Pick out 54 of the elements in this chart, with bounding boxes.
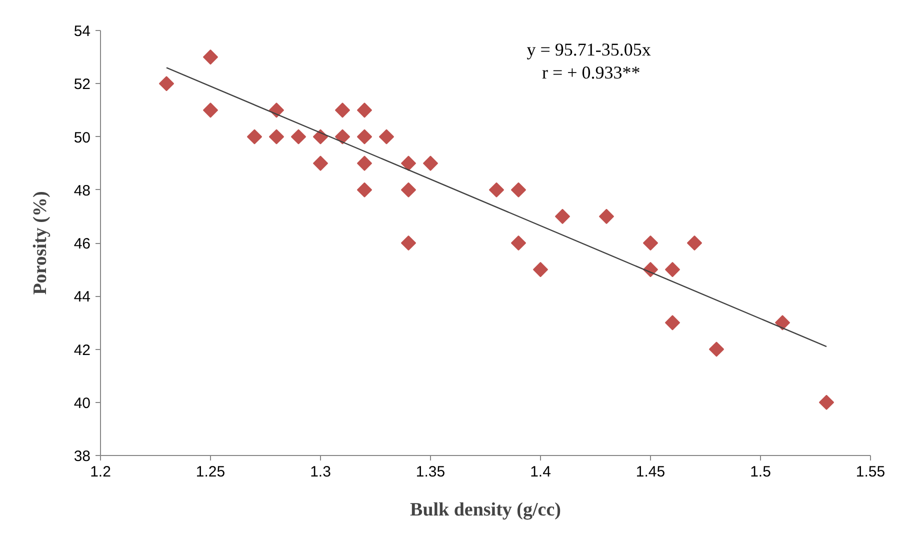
x-tick-label: 1.25 [196, 464, 226, 480]
point [334, 129, 350, 144]
point [202, 102, 218, 118]
point [532, 262, 548, 278]
point [774, 315, 790, 330]
y-tick-label: 42 [74, 342, 91, 359]
point [312, 156, 328, 171]
y-tick-label: 52 [74, 76, 91, 94]
point [488, 182, 504, 198]
point [664, 262, 680, 278]
y-tick-label: 50 [74, 129, 91, 146]
annotation: y = 95.71-35.05x [526, 40, 651, 60]
point [290, 129, 306, 144]
point [818, 394, 834, 410]
point [356, 182, 372, 198]
point [664, 315, 680, 330]
point [422, 156, 438, 171]
point [642, 235, 658, 251]
point [598, 208, 614, 224]
x-tick-label: 1.55 [856, 464, 886, 480]
y-tick-label: 40 [74, 394, 91, 412]
x-tick-label: 1.3 [310, 464, 331, 480]
point [202, 49, 218, 65]
point [400, 235, 416, 251]
point [356, 102, 372, 118]
y-tick-label: 48 [74, 182, 91, 200]
x-tick-label: 1.5 [750, 464, 771, 480]
x-tick-label: 1.35 [416, 464, 446, 480]
point [356, 156, 372, 171]
point [510, 235, 526, 251]
y-tick-label: 44 [74, 288, 91, 306]
x-tick-label: 1.4 [530, 464, 551, 480]
point [246, 129, 262, 144]
point [400, 156, 416, 171]
point [334, 102, 350, 118]
x-tick-label: 1.2 [90, 464, 111, 480]
point [158, 76, 174, 92]
point [378, 129, 394, 144]
point [312, 129, 328, 144]
annotation: r = + 0.933** [542, 62, 640, 82]
point [356, 129, 372, 144]
point [268, 129, 284, 144]
point [554, 208, 570, 224]
point [510, 182, 526, 198]
y-tick-label: 38 [74, 448, 91, 465]
point [686, 235, 702, 251]
x-axis-title: Bulk density (g/cc) [410, 500, 561, 520]
y-tick-label: 46 [74, 236, 91, 252]
point [708, 342, 724, 357]
y-axis-title: Porosity (%) [30, 191, 51, 295]
y-tick-label: 54 [74, 23, 91, 40]
point [400, 182, 416, 198]
point [268, 102, 284, 118]
x-tick-label: 1.45 [636, 464, 666, 480]
